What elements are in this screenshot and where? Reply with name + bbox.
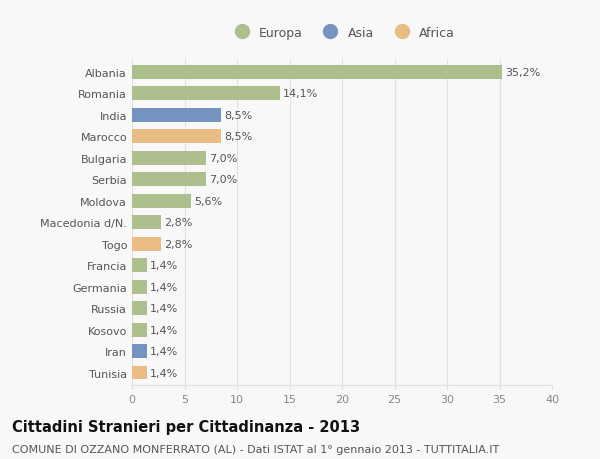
Legend: Europa, Asia, Africa: Europa, Asia, Africa — [229, 27, 455, 40]
Bar — [132, 130, 221, 144]
Text: 1,4%: 1,4% — [150, 303, 178, 313]
Bar — [132, 216, 161, 230]
Text: 8,5%: 8,5% — [224, 111, 253, 120]
Bar — [132, 108, 221, 123]
Text: 1,4%: 1,4% — [150, 368, 178, 378]
Text: COMUNE DI OZZANO MONFERRATO (AL) - Dati ISTAT al 1° gennaio 2013 - TUTTITALIA.IT: COMUNE DI OZZANO MONFERRATO (AL) - Dati … — [12, 444, 499, 454]
Bar — [132, 194, 191, 208]
Text: 2,8%: 2,8% — [164, 239, 193, 249]
Bar — [132, 258, 146, 273]
Text: 1,4%: 1,4% — [150, 282, 178, 292]
Text: 5,6%: 5,6% — [194, 196, 222, 206]
Text: 1,4%: 1,4% — [150, 346, 178, 356]
Text: 35,2%: 35,2% — [505, 67, 540, 78]
Bar — [132, 323, 146, 337]
Text: 1,4%: 1,4% — [150, 261, 178, 270]
Bar — [132, 151, 205, 165]
Bar — [132, 344, 146, 358]
Bar — [132, 366, 146, 380]
Bar — [132, 87, 280, 101]
Text: 7,0%: 7,0% — [209, 175, 237, 185]
Text: 2,8%: 2,8% — [164, 218, 193, 228]
Text: 8,5%: 8,5% — [224, 132, 253, 142]
Text: Cittadini Stranieri per Cittadinanza - 2013: Cittadini Stranieri per Cittadinanza - 2… — [12, 419, 360, 434]
Bar — [132, 237, 161, 251]
Text: 7,0%: 7,0% — [209, 153, 237, 163]
Bar — [132, 302, 146, 315]
Bar — [132, 173, 205, 187]
Bar — [132, 66, 502, 79]
Text: 14,1%: 14,1% — [283, 89, 319, 99]
Text: 1,4%: 1,4% — [150, 325, 178, 335]
Bar — [132, 280, 146, 294]
